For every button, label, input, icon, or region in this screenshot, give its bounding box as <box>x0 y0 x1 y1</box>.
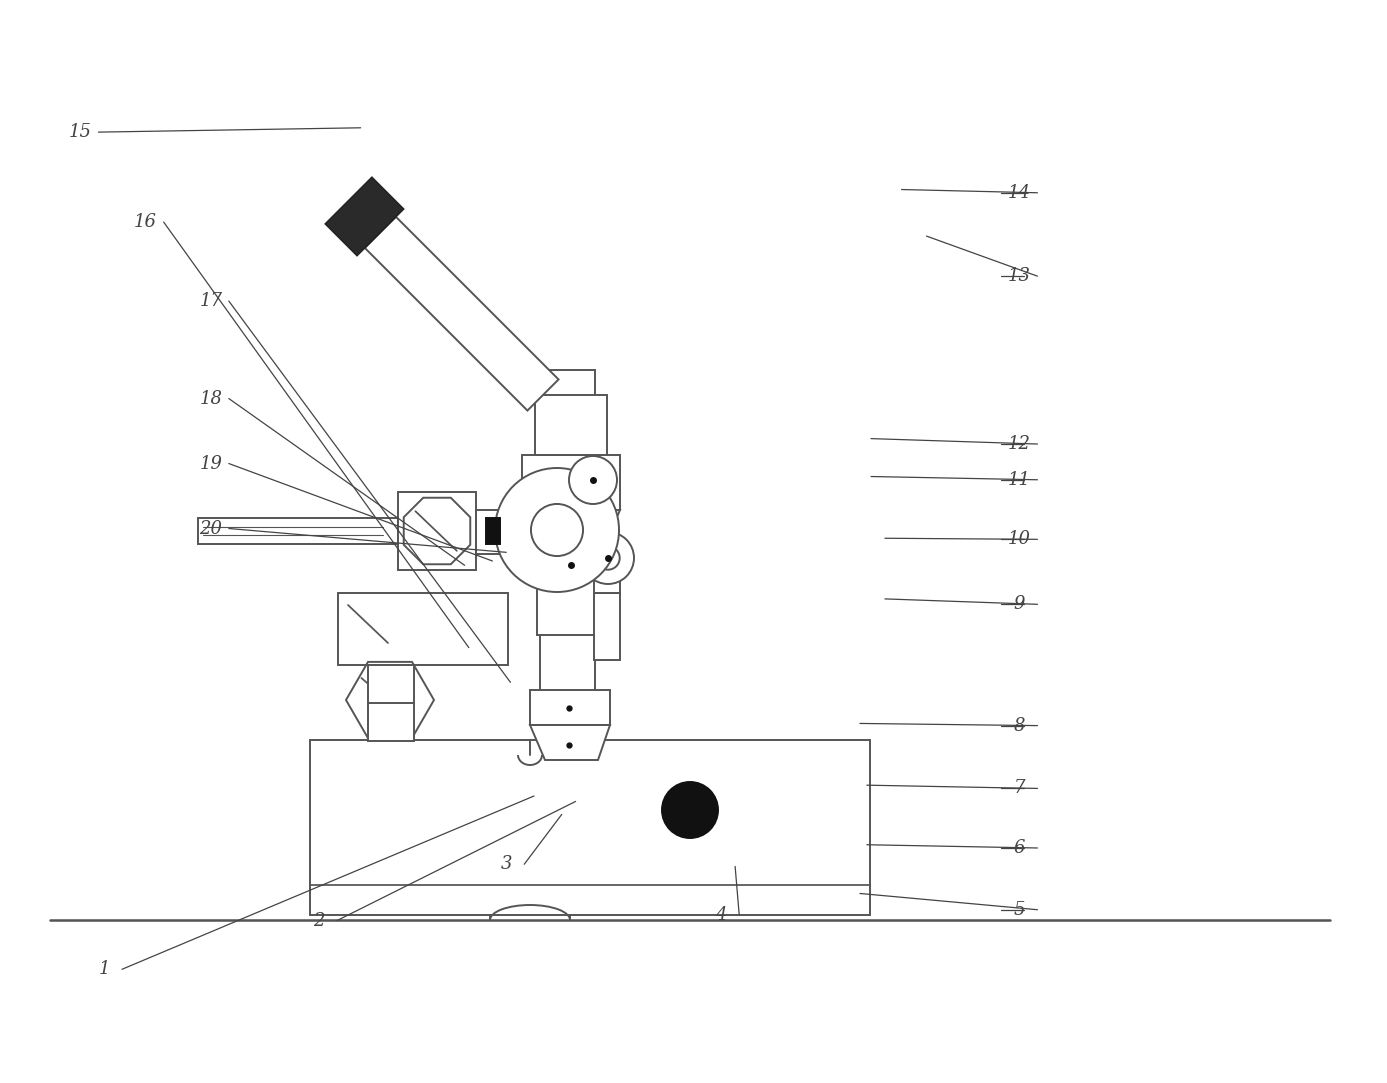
Bar <box>594 554 620 593</box>
Bar <box>311 740 870 915</box>
Polygon shape <box>325 178 404 256</box>
Circle shape <box>531 504 583 556</box>
Bar <box>368 665 413 705</box>
Text: 9: 9 <box>1014 596 1025 613</box>
Text: 4: 4 <box>716 906 727 924</box>
Text: 5: 5 <box>1014 901 1025 918</box>
Text: 6: 6 <box>1014 839 1025 857</box>
Text: 13: 13 <box>1008 268 1031 285</box>
Text: 2: 2 <box>313 912 325 929</box>
Bar <box>476 510 499 554</box>
Polygon shape <box>345 662 434 739</box>
Text: 10: 10 <box>1008 531 1031 548</box>
Circle shape <box>583 532 634 584</box>
Polygon shape <box>530 725 610 760</box>
Text: 14: 14 <box>1008 184 1031 201</box>
Bar <box>485 518 499 544</box>
Bar <box>535 395 608 455</box>
Polygon shape <box>522 510 620 545</box>
Text: 19: 19 <box>200 455 222 472</box>
Polygon shape <box>365 217 559 410</box>
Text: 3: 3 <box>501 856 512 873</box>
Text: 18: 18 <box>200 390 222 407</box>
Circle shape <box>662 782 718 838</box>
Bar <box>594 592 620 660</box>
Text: 1: 1 <box>98 961 110 978</box>
Text: 17: 17 <box>200 292 222 310</box>
Text: 11: 11 <box>1008 471 1031 488</box>
Text: 7: 7 <box>1014 780 1025 797</box>
Polygon shape <box>404 498 470 564</box>
Text: 20: 20 <box>200 520 222 537</box>
Bar <box>522 455 620 510</box>
Bar <box>198 518 398 544</box>
Bar <box>537 545 605 635</box>
Circle shape <box>569 456 617 504</box>
Bar <box>338 593 508 665</box>
Circle shape <box>596 546 620 570</box>
Text: 12: 12 <box>1008 435 1031 453</box>
Bar <box>540 370 595 740</box>
Text: 8: 8 <box>1014 717 1025 734</box>
Bar <box>368 703 413 741</box>
Text: 16: 16 <box>135 213 157 231</box>
Bar <box>530 690 610 725</box>
Text: 15: 15 <box>69 123 92 141</box>
Bar <box>398 492 476 570</box>
Circle shape <box>495 468 619 592</box>
